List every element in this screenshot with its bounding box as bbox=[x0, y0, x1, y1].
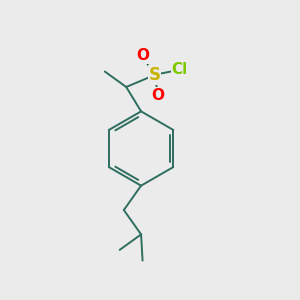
Text: Cl: Cl bbox=[172, 62, 188, 77]
Text: O: O bbox=[151, 88, 164, 103]
Text: O: O bbox=[137, 48, 150, 63]
Text: S: S bbox=[148, 66, 160, 84]
